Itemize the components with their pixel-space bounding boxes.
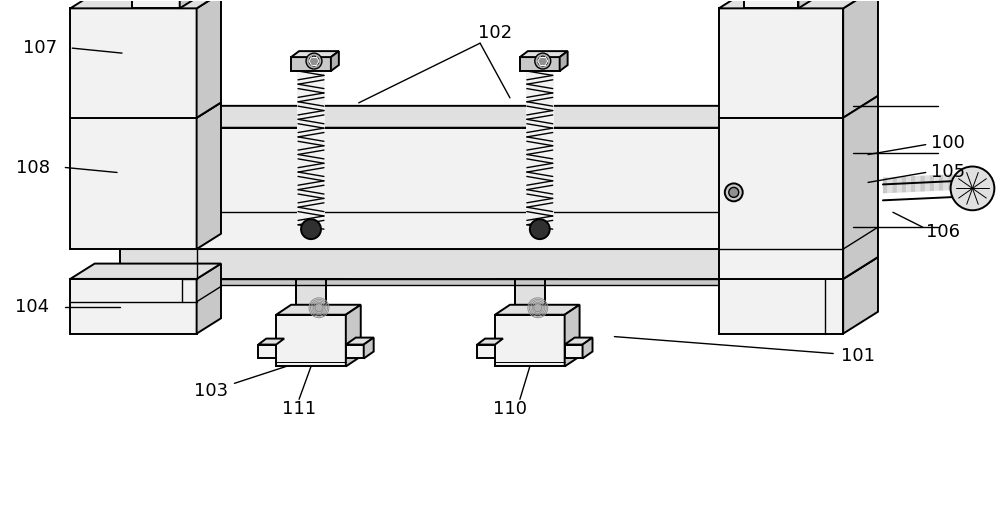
- Polygon shape: [911, 176, 916, 192]
- Polygon shape: [888, 177, 892, 193]
- Polygon shape: [70, 279, 197, 334]
- Circle shape: [301, 219, 321, 239]
- Polygon shape: [906, 176, 911, 192]
- Circle shape: [534, 304, 542, 312]
- Circle shape: [315, 304, 323, 312]
- Polygon shape: [364, 338, 374, 359]
- Circle shape: [535, 53, 551, 69]
- Polygon shape: [892, 177, 897, 193]
- Polygon shape: [276, 305, 361, 315]
- Polygon shape: [291, 51, 339, 57]
- Polygon shape: [197, 0, 221, 118]
- Circle shape: [306, 53, 322, 69]
- Polygon shape: [934, 175, 939, 191]
- Polygon shape: [925, 175, 930, 192]
- Text: 107: 107: [23, 39, 58, 57]
- Polygon shape: [843, 0, 878, 118]
- Polygon shape: [520, 51, 568, 57]
- Circle shape: [951, 167, 994, 210]
- Polygon shape: [120, 249, 818, 279]
- Polygon shape: [276, 315, 346, 366]
- Polygon shape: [948, 174, 953, 191]
- Polygon shape: [197, 102, 221, 249]
- Polygon shape: [346, 338, 374, 345]
- Polygon shape: [258, 339, 284, 345]
- Circle shape: [538, 56, 548, 66]
- Polygon shape: [70, 102, 221, 118]
- Polygon shape: [495, 305, 580, 315]
- Polygon shape: [583, 338, 593, 359]
- Polygon shape: [70, 0, 221, 8]
- Polygon shape: [346, 345, 364, 359]
- Polygon shape: [120, 106, 853, 128]
- Text: 100: 100: [931, 134, 965, 151]
- Polygon shape: [515, 279, 545, 315]
- Polygon shape: [902, 176, 906, 193]
- Text: 110: 110: [493, 400, 527, 418]
- Polygon shape: [70, 118, 197, 249]
- Circle shape: [725, 183, 743, 201]
- Polygon shape: [719, 8, 843, 118]
- Circle shape: [729, 187, 739, 197]
- Bar: [297, 71, 325, 229]
- Polygon shape: [897, 176, 902, 193]
- Polygon shape: [120, 279, 818, 285]
- Text: 108: 108: [16, 159, 50, 176]
- Polygon shape: [120, 227, 853, 249]
- Polygon shape: [291, 57, 331, 71]
- Polygon shape: [818, 227, 853, 279]
- Bar: [526, 71, 554, 229]
- Text: 101: 101: [841, 348, 875, 365]
- Polygon shape: [197, 264, 221, 334]
- Polygon shape: [930, 175, 934, 191]
- Polygon shape: [477, 339, 503, 345]
- Polygon shape: [565, 345, 583, 359]
- Polygon shape: [346, 305, 361, 366]
- Polygon shape: [818, 106, 853, 249]
- Polygon shape: [560, 51, 568, 71]
- Polygon shape: [798, 0, 816, 8]
- Polygon shape: [843, 257, 878, 334]
- Text: 105: 105: [931, 163, 965, 182]
- Text: 104: 104: [15, 298, 50, 316]
- Text: 103: 103: [194, 382, 229, 400]
- Polygon shape: [70, 264, 221, 279]
- Polygon shape: [843, 96, 878, 279]
- Polygon shape: [883, 177, 888, 193]
- Polygon shape: [744, 0, 798, 8]
- Polygon shape: [939, 175, 944, 191]
- Polygon shape: [70, 8, 197, 118]
- Polygon shape: [495, 315, 565, 366]
- Polygon shape: [515, 315, 545, 325]
- Text: 106: 106: [926, 223, 960, 241]
- Polygon shape: [565, 338, 593, 345]
- Polygon shape: [258, 345, 276, 359]
- Polygon shape: [719, 118, 843, 279]
- Polygon shape: [719, 279, 843, 334]
- Polygon shape: [180, 0, 197, 8]
- Circle shape: [530, 219, 550, 239]
- Text: 102: 102: [478, 24, 512, 42]
- Polygon shape: [520, 57, 560, 71]
- Polygon shape: [296, 315, 326, 325]
- Polygon shape: [916, 176, 920, 192]
- Polygon shape: [132, 0, 180, 8]
- Polygon shape: [477, 345, 495, 359]
- Polygon shape: [953, 174, 958, 190]
- Polygon shape: [120, 128, 818, 249]
- Polygon shape: [296, 279, 326, 315]
- Text: 111: 111: [282, 400, 316, 418]
- Polygon shape: [331, 51, 339, 71]
- Polygon shape: [944, 174, 948, 191]
- Polygon shape: [920, 175, 925, 192]
- Polygon shape: [565, 305, 580, 366]
- Polygon shape: [120, 257, 853, 279]
- Circle shape: [309, 56, 319, 66]
- Polygon shape: [719, 0, 878, 8]
- Polygon shape: [719, 257, 878, 279]
